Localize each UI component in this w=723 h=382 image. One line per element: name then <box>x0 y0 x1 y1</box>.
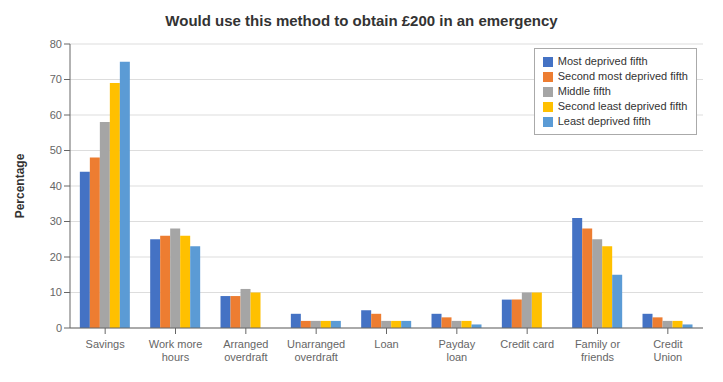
html-text:Would use this method to obtai: Would use this method to obtain £200 in … <box>165 12 558 29</box>
svg-text:Unarrangedoverdraft: Unarrangedoverdraft <box>287 338 345 363</box>
svg-text:Percentage: Percentage <box>13 153 27 218</box>
svg-text:10: 10 <box>50 286 62 298</box>
svg-text:60: 60 <box>50 109 62 121</box>
html-text:Least deprived fifth: Least deprived fifth <box>557 115 651 127</box>
svg-text:0: 0 <box>56 322 62 334</box>
svg-text:Paydayloan: Paydayloan <box>438 338 475 363</box>
svg-text:20: 20 <box>50 251 62 263</box>
html-text:Middle fifth: Middle fifth <box>557 85 611 97</box>
svg-text:50: 50 <box>50 144 62 156</box>
svg-text:Savings: Savings <box>86 338 126 350</box>
svg-text:Loan: Loan <box>374 338 398 350</box>
html-text:Second least deprived fifth: Second least deprived fifth <box>557 100 688 112</box>
html-text:Most deprived fifth: Most deprived fifth <box>557 55 648 67</box>
svg-text:Credit card: Credit card <box>500 338 554 350</box>
svg-text:30: 30 <box>50 215 62 227</box>
svg-text:40: 40 <box>50 180 62 192</box>
svg-text:Arrangedoverdraft: Arrangedoverdraft <box>223 338 268 363</box>
svg-text:Work morehours: Work morehours <box>149 338 203 363</box>
svg-text:CreditUnion: CreditUnion <box>653 338 682 363</box>
svg-text:Family orfriends: Family orfriends <box>575 338 621 363</box>
svg-text:70: 70 <box>50 73 62 85</box>
svg-text:80: 80 <box>50 38 62 50</box>
html-text:Second most deprived fifth: Second most deprived fifth <box>557 70 688 82</box>
